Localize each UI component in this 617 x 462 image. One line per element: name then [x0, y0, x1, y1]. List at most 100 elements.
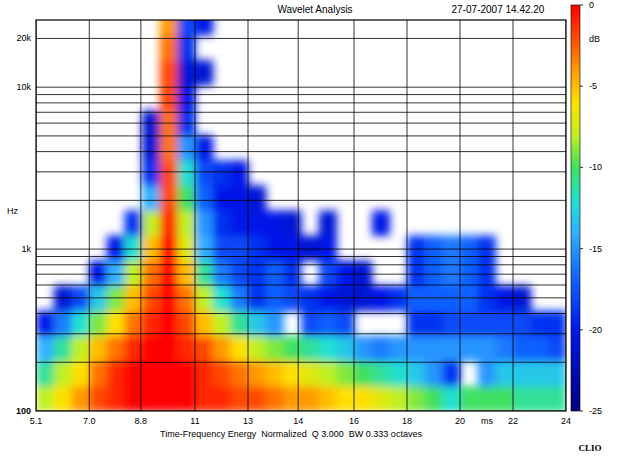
- grid-line: [36, 256, 566, 257]
- colorbar-tick: [580, 411, 583, 412]
- grid: [36, 20, 566, 411]
- cell: [548, 336, 566, 361]
- grid-line: [36, 102, 566, 103]
- cell: [319, 386, 337, 411]
- cell: [548, 361, 566, 387]
- cell: [513, 336, 531, 361]
- cell: [213, 311, 231, 337]
- cell: [301, 286, 319, 312]
- grid-line: [89, 20, 90, 411]
- colorbar-tick-label: -15: [589, 244, 602, 254]
- cell: [160, 236, 178, 262]
- y-tick-label: 1k: [21, 244, 31, 254]
- cell: [283, 236, 301, 262]
- cell: [425, 311, 443, 337]
- y-axis-label: Hz: [7, 206, 18, 216]
- cell: [248, 361, 266, 387]
- cell: [195, 336, 213, 361]
- cell: [89, 336, 107, 361]
- colorbar-tick: [580, 86, 583, 87]
- cell: [354, 336, 372, 361]
- colorbar-tick: [580, 248, 583, 249]
- cell: [495, 311, 513, 337]
- cell: [478, 386, 496, 411]
- colorbar-tick: [580, 329, 583, 330]
- grid-line: [513, 20, 514, 411]
- cell: [230, 185, 248, 211]
- cell: [283, 361, 301, 387]
- cell: [195, 386, 213, 411]
- cell: [213, 336, 231, 361]
- cell: [71, 361, 89, 387]
- cell: [89, 386, 107, 411]
- cell: [266, 210, 284, 236]
- cell: [319, 361, 337, 387]
- x-axis-label: ms: [481, 416, 493, 426]
- grid-line: [460, 20, 461, 411]
- cell: [248, 210, 266, 236]
- cell: [407, 336, 425, 361]
- cell: [354, 386, 372, 411]
- cell: [248, 386, 266, 411]
- cell: [460, 236, 478, 262]
- cell: [195, 236, 213, 262]
- cell: [283, 210, 301, 236]
- grid-line: [36, 333, 566, 334]
- cell: [71, 286, 89, 312]
- cell: [177, 236, 195, 262]
- cell: [336, 311, 354, 337]
- cell: [230, 160, 248, 186]
- cell: [266, 286, 284, 312]
- cell: [177, 336, 195, 361]
- cell: [425, 236, 443, 262]
- cell: [425, 386, 443, 411]
- y-tick-label: 10k: [16, 82, 31, 92]
- cell: [495, 386, 513, 411]
- cell: [177, 20, 195, 35]
- cell: [531, 361, 549, 387]
- cell: [195, 311, 213, 337]
- cell: [248, 336, 266, 361]
- cell: [425, 361, 443, 387]
- x-tick-label: 20: [455, 416, 465, 426]
- cell: [124, 286, 142, 312]
- grid-line: [36, 38, 566, 39]
- grid-line: [36, 362, 566, 363]
- cell: [177, 286, 195, 312]
- cell: [195, 210, 213, 236]
- cell: [319, 210, 337, 236]
- cell: [71, 386, 89, 411]
- cell: [213, 160, 231, 186]
- cell: [372, 336, 390, 361]
- cell: [230, 386, 248, 411]
- x-tick-label: 7.0: [83, 416, 96, 426]
- cell: [230, 311, 248, 337]
- cell: [160, 135, 178, 161]
- cell: [124, 311, 142, 337]
- cell: [513, 311, 531, 337]
- cell: [495, 286, 513, 312]
- cell: [177, 60, 195, 86]
- x-tick-label: 11: [190, 416, 199, 426]
- cell: [266, 236, 284, 262]
- cell: [301, 336, 319, 361]
- grid-line: [36, 274, 566, 275]
- cell: [283, 336, 301, 361]
- cell: [478, 361, 496, 387]
- grid-line: [36, 285, 566, 286]
- cell: [107, 236, 125, 262]
- cell: [142, 286, 160, 312]
- grid-line: [36, 313, 566, 314]
- cell: [107, 386, 125, 411]
- cell: [142, 336, 160, 361]
- cell: [142, 185, 160, 211]
- cell: [531, 311, 549, 337]
- cell: [142, 361, 160, 387]
- cell: [54, 286, 72, 312]
- cell: [372, 210, 390, 236]
- cell: [142, 236, 160, 262]
- cell: [283, 386, 301, 411]
- cell: [107, 311, 125, 337]
- grid-line: [36, 112, 566, 113]
- grid-line: [36, 171, 566, 172]
